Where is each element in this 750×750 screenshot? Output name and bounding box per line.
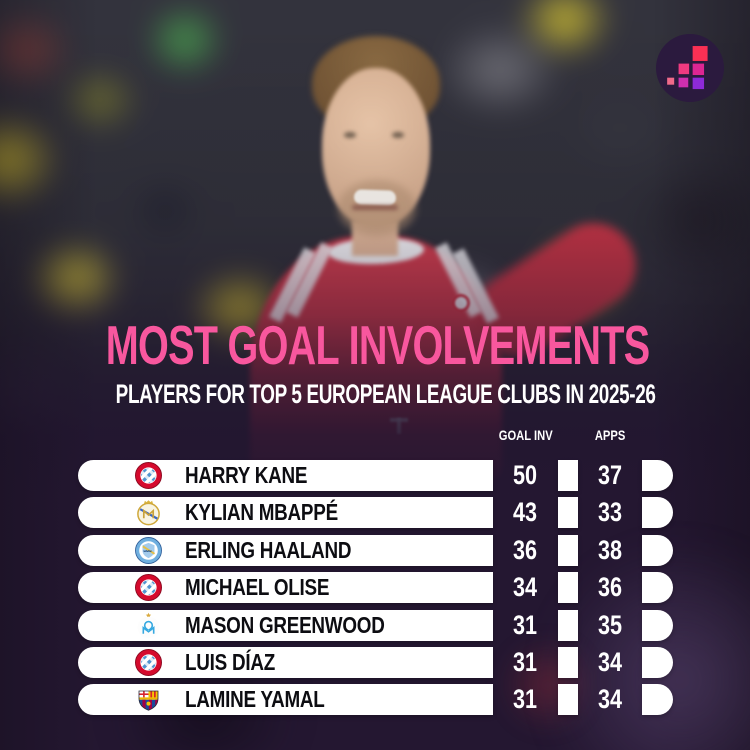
player-name: LAMINE YAMAL (185, 686, 325, 713)
goal-inv-value: 34 (513, 572, 538, 603)
page-subtitle: PLAYERS FOR TOP 5 EUROPEAN LEAGUE CLUBS … (0, 381, 750, 408)
page-title-text: MOST GOAL INVOLVEMENTS (105, 314, 650, 376)
pixel-steps-chart-icon (667, 46, 708, 90)
row-divider (558, 572, 578, 604)
player-cell: LAMINE YAMAL (78, 684, 493, 716)
goal-inv-cell: 43 (493, 497, 558, 528)
apps-value: 35 (597, 609, 623, 640)
table-row: LUIS DÍAZ 31 34 (78, 646, 673, 678)
apps-value: 34 (597, 646, 623, 677)
table-row: MICHAEL OLISE 34 36 (78, 572, 673, 604)
goal-inv-value: 36 (513, 534, 538, 565)
player-name: MASON GREENWOOD (185, 611, 385, 638)
goal-inv-cell: 31 (493, 684, 558, 715)
goal-inv-cell: 50 (493, 460, 558, 491)
column-header-apps-label: APPS (594, 426, 626, 443)
row-end-cap (642, 572, 673, 604)
table-row: HARRY KANE 50 37 (78, 460, 673, 491)
table-row: KYLIAN MBAPPÉ 43 33 (78, 497, 673, 529)
apps-cell: 34 (578, 684, 642, 715)
club-logo-barcelona-icon (138, 690, 159, 711)
club-logo-bayern-munich-icon (135, 462, 162, 489)
club-logo-bayern-munich-icon (135, 574, 162, 602)
player-name: ERLING HAALAND (185, 536, 352, 563)
player-cell: KYLIAN MBAPPÉ (78, 497, 493, 529)
player-name: KYLIAN MBAPPÉ (185, 499, 338, 526)
row-divider (558, 646, 578, 678)
apps-value: 33 (597, 497, 623, 528)
apps-value: 36 (597, 572, 623, 603)
row-end-cap (642, 684, 673, 716)
apps-cell: 34 (578, 647, 642, 678)
goal-inv-cell: 31 (493, 610, 558, 641)
column-header-apps: APPS (578, 426, 642, 443)
header-spacer (558, 427, 578, 442)
player-cell: LUIS DÍAZ (78, 646, 493, 678)
apps-cell: 33 (578, 497, 642, 528)
column-header-goal-inv: GOAL INV (493, 426, 558, 443)
apps-cell: 36 (578, 572, 642, 603)
club-logo-real-madrid-icon (137, 500, 160, 526)
player-name: MICHAEL OLISE (185, 574, 330, 601)
row-end-cap (642, 497, 673, 529)
table-row: ERLING HAALAND 36 38 (78, 534, 673, 566)
table-header: GOAL INV APPS (78, 426, 673, 443)
apps-value: 34 (597, 684, 623, 715)
page-subtitle-text: PLAYERS FOR TOP 5 EUROPEAN LEAGUE CLUBS … (115, 379, 656, 409)
row-end-cap (642, 460, 673, 491)
goal-inv-cell: 36 (493, 535, 558, 566)
goal-inv-value: 43 (513, 497, 538, 528)
goal-inv-value: 31 (513, 609, 538, 640)
apps-cell: 35 (578, 610, 642, 641)
row-end-cap (642, 609, 673, 641)
table-row: LAMINE YAMAL 31 34 (78, 684, 673, 716)
club-logo-marseille-icon (137, 612, 160, 638)
apps-value: 37 (597, 460, 623, 490)
club-logo-manchester-city-icon (135, 536, 162, 564)
goal-inv-value: 50 (513, 460, 538, 490)
header-spacer (78, 427, 493, 442)
page-title: MOST GOAL INVOLVEMENTS (0, 318, 750, 373)
goal-inv-value: 31 (513, 646, 538, 677)
row-divider (558, 497, 578, 529)
shirt-glow-hint (500, 635, 595, 735)
table-row: MASON GREENWOOD 31 35 (78, 609, 673, 641)
goal-inv-cell: 34 (493, 572, 558, 603)
goal-inv-value: 31 (513, 684, 538, 715)
brand-logo-badge (656, 34, 724, 102)
row-divider (558, 684, 578, 716)
goal-inv-cell: 31 (493, 647, 558, 678)
apps-cell: 38 (578, 535, 642, 566)
row-end-cap (642, 534, 673, 566)
row-divider (558, 534, 578, 566)
player-name: LUIS DÍAZ (185, 648, 275, 675)
player-cell: MASON GREENWOOD (78, 609, 493, 641)
row-divider (558, 460, 578, 491)
player-cell: ERLING HAALAND (78, 534, 493, 566)
stats-table: HARRY KANE 50 37 KYLIAN MBAPPÉ 43 33 (78, 460, 673, 716)
row-end-cap (642, 646, 673, 678)
apps-cell: 37 (578, 460, 642, 491)
player-name: HARRY KANE (185, 462, 308, 488)
player-cell: MICHAEL OLISE (78, 572, 493, 604)
apps-value: 38 (597, 534, 623, 565)
row-divider (558, 609, 578, 641)
club-logo-bayern-munich-icon (135, 648, 162, 676)
title-block: MOST GOAL INVOLVEMENTS PLAYERS FOR TOP 5… (0, 318, 750, 408)
player-cell: HARRY KANE (78, 460, 493, 491)
column-header-goal-inv-label: GOAL INV (498, 426, 553, 443)
